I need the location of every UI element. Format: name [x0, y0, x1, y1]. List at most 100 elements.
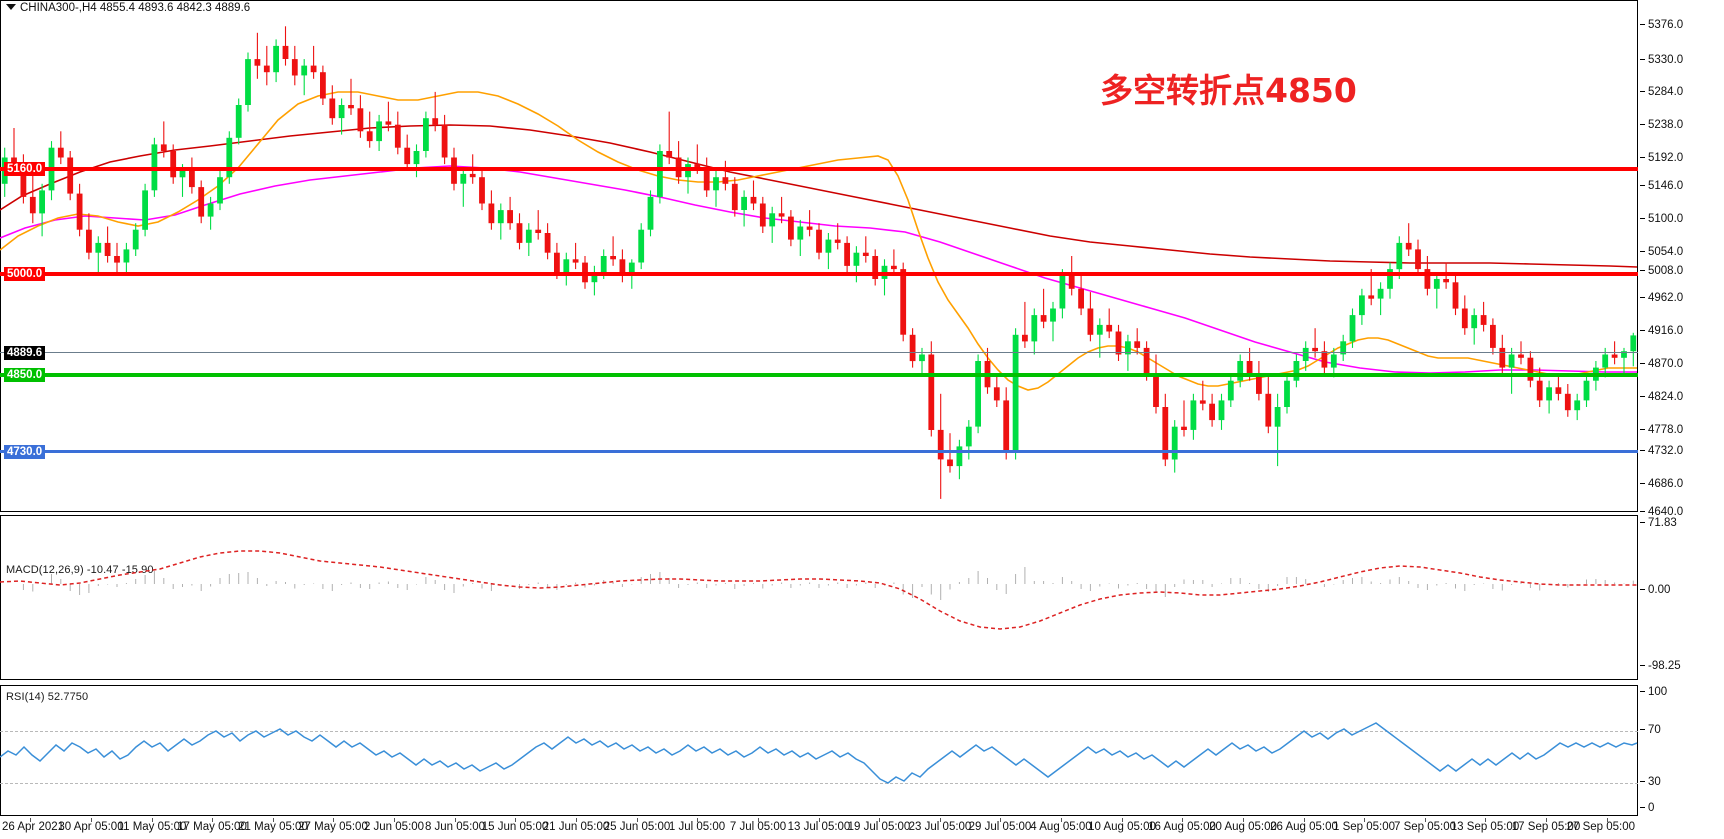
time-axis-tick: [212, 818, 213, 822]
triangle-down-icon[interactable]: [6, 3, 16, 10]
time-axis-tick: [758, 818, 759, 822]
time-axis-label: 1 Sep 05:00: [1332, 821, 1396, 833]
time-axis-tick: [576, 818, 577, 822]
time-axis-label: 20 Aug 05:00: [1209, 821, 1277, 833]
time-axis-label: 1 Jul 05:00: [668, 821, 726, 833]
rsi-y-tick-30: 30: [1640, 776, 1661, 788]
macd-y-tick-zero: 0.00: [1640, 584, 1670, 596]
time-axis-label: 25 Jun 05:00: [603, 821, 671, 833]
chart-annotation: 多空转折点4850: [1100, 71, 1357, 110]
time-axis-tick: [1061, 818, 1062, 822]
time-axis-tick: [1000, 818, 1001, 822]
macd-y-tick-top: 71.83: [1640, 517, 1677, 529]
macd-plot: [0, 550, 1637, 630]
time-axis-label: 13 Jul 05:00: [787, 821, 851, 833]
ma-slow-red-line: [0, 124, 1638, 268]
y-tick: 5100.0: [1640, 213, 1683, 225]
chart-header: CHINA300-,H4 4855.4 4893.6 4842.3 4889.6: [6, 2, 250, 14]
time-axis-label: 8 Jun 05:00: [424, 821, 486, 833]
time-axis-tick: [1485, 818, 1486, 822]
level-line-4889: [0, 352, 1638, 353]
rsi-plot: [0, 722, 1638, 784]
price-y-axis: 5376.0 5330.0 5284.0 5238.0 5192.0 5146.…: [1640, 0, 1724, 518]
rsi-level-30: [0, 783, 1638, 784]
y-tick: 5284.0: [1640, 86, 1683, 98]
y-tick: 4686.0: [1640, 478, 1683, 490]
time-axis-tick: [1304, 818, 1305, 822]
rsi-level-70: [0, 731, 1638, 732]
time-axis-tick: [1425, 818, 1426, 822]
rsi-y-axis: 100 70 30 0: [1640, 685, 1724, 816]
price-badge-4850: 4850.0: [4, 368, 46, 382]
price-badge-4730: 4730.0: [4, 445, 46, 459]
time-axis-tick: [1122, 818, 1123, 822]
time-axis-tick: [637, 818, 638, 822]
time-axis-label: 19 Jul 05:00: [847, 821, 911, 833]
time-axis-tick: [1182, 818, 1183, 822]
time-axis-tick: [1364, 818, 1365, 822]
time-axis-label: 30 Apr 05:00: [58, 821, 124, 833]
rsi-y-tick-0: 0: [1640, 802, 1654, 814]
time-axis-tick: [515, 818, 516, 822]
time-axis-label: 17 May 05:00: [177, 821, 247, 833]
y-tick: 4732.0: [1640, 445, 1683, 457]
y-tick: 4962.0: [1640, 292, 1683, 304]
time-axis-tick: [819, 818, 820, 822]
time-axis-label: 16 Aug 05:00: [1148, 821, 1216, 833]
time-axis-label: 7 Sep 05:00: [1393, 821, 1457, 833]
time-axis-tick: [1243, 818, 1244, 822]
rsi-label: RSI(14) 52.7750: [6, 691, 89, 703]
time-axis-label: 27 Sep 05:00: [1566, 821, 1635, 833]
time-axis-tick: [273, 818, 274, 822]
macd-y-axis: 71.83 0.00 -98.25: [1640, 515, 1724, 680]
time-axis-label: 27 May 05:00: [298, 821, 368, 833]
time-axis-label: 15 Jun 05:00: [481, 821, 549, 833]
time-axis-tick: [394, 818, 395, 822]
y-tick: 5146.0: [1640, 180, 1683, 192]
time-axis-label: 17 Sep 05:00: [1511, 821, 1581, 833]
price-plot: [0, 26, 1638, 499]
time-axis-tick: [455, 818, 456, 822]
y-tick: 5238.0: [1640, 119, 1683, 131]
time-axis-tick: [91, 818, 92, 822]
time-axis-label: 21 Jun 05:00: [542, 821, 610, 833]
macd-label: MACD(12,26,9) -10.47 -15.90: [6, 564, 154, 576]
ma-fast-orange-line: [0, 91, 1637, 391]
price-badge-5160: 5160.0: [4, 162, 46, 176]
y-tick: 4778.0: [1640, 424, 1683, 436]
y-tick: 5330.0: [1640, 54, 1683, 66]
y-tick: 4640.0: [1640, 506, 1683, 518]
time-axis-label: 23 Jul 05:00: [908, 821, 972, 833]
macd-signal-line: [0, 550, 1637, 630]
price-badge-5000: 5000.0: [4, 267, 46, 281]
rsi-y-tick-100: 100: [1640, 686, 1667, 698]
y-tick: 4870.0: [1640, 358, 1683, 370]
y-tick: 5192.0: [1640, 152, 1683, 164]
level-line-4730: [0, 450, 1638, 453]
time-axis-label: 4 Aug 05:00: [1030, 821, 1092, 833]
time-axis-label: 21 May 05:00: [238, 821, 308, 833]
time-axis-tick: [30, 818, 31, 822]
time-axis-label: 13 Sep 05:00: [1450, 821, 1520, 833]
time-axis-tick: [1607, 818, 1608, 822]
time-axis-label: 26 Aug 05:00: [1270, 821, 1338, 833]
time-axis-tick: [940, 818, 941, 822]
y-tick: 4824.0: [1640, 391, 1683, 403]
price-badge-last: 4889.6: [4, 346, 46, 360]
symbol-ohlc-label: CHINA300-,H4 4855.4 4893.6 4842.3 4889.6: [20, 2, 251, 14]
level-line-5000: [0, 272, 1638, 276]
time-axis-tick: [152, 818, 153, 822]
time-axis: 26 Apr 2021 30 Apr 05:00 11 May 05:00 17 Ma…: [0, 818, 1637, 839]
time-axis-tick: [333, 818, 334, 822]
rsi-line: [0, 722, 1638, 784]
y-tick: 5054.0: [1640, 246, 1683, 258]
time-axis-label: 11 May 05:00: [117, 821, 187, 833]
time-axis-label: 26 Apr 2021: [2, 821, 65, 833]
level-line-4850: [0, 373, 1638, 377]
macd-y-tick-bottom: -98.25: [1640, 660, 1681, 672]
rsi-y-tick-70: 70: [1640, 724, 1661, 736]
y-tick: 5008.0: [1640, 265, 1683, 277]
y-tick: 5376.0: [1640, 19, 1683, 31]
macd-histogram: [22, 567, 1634, 600]
time-axis-tick: [879, 818, 880, 822]
